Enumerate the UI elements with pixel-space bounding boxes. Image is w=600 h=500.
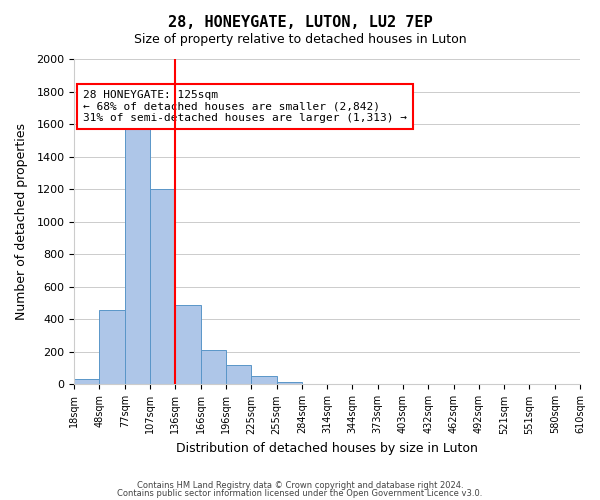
- Bar: [200, 350, 226, 384]
- Bar: [125, 124, 150, 384]
- Bar: [100, 310, 125, 384]
- Bar: [175, 304, 200, 384]
- Bar: [226, 365, 251, 384]
- Text: Contains public sector information licensed under the Open Government Licence v3: Contains public sector information licen…: [118, 488, 482, 498]
- Text: 28 HONEYGATE: 125sqm
← 68% of detached houses are smaller (2,842)
31% of semi-de: 28 HONEYGATE: 125sqm ← 68% of detached h…: [83, 90, 407, 123]
- Y-axis label: Number of detached properties: Number of detached properties: [15, 123, 28, 320]
- X-axis label: Distribution of detached houses by size in Luton: Distribution of detached houses by size …: [176, 442, 478, 455]
- Bar: [251, 376, 277, 384]
- Text: Contains HM Land Registry data © Crown copyright and database right 2024.: Contains HM Land Registry data © Crown c…: [137, 481, 463, 490]
- Text: Size of property relative to detached houses in Luton: Size of property relative to detached ho…: [134, 32, 466, 46]
- Bar: [74, 378, 100, 384]
- Text: 28, HONEYGATE, LUTON, LU2 7EP: 28, HONEYGATE, LUTON, LU2 7EP: [167, 15, 433, 30]
- Bar: [150, 189, 175, 384]
- Bar: [277, 382, 302, 384]
